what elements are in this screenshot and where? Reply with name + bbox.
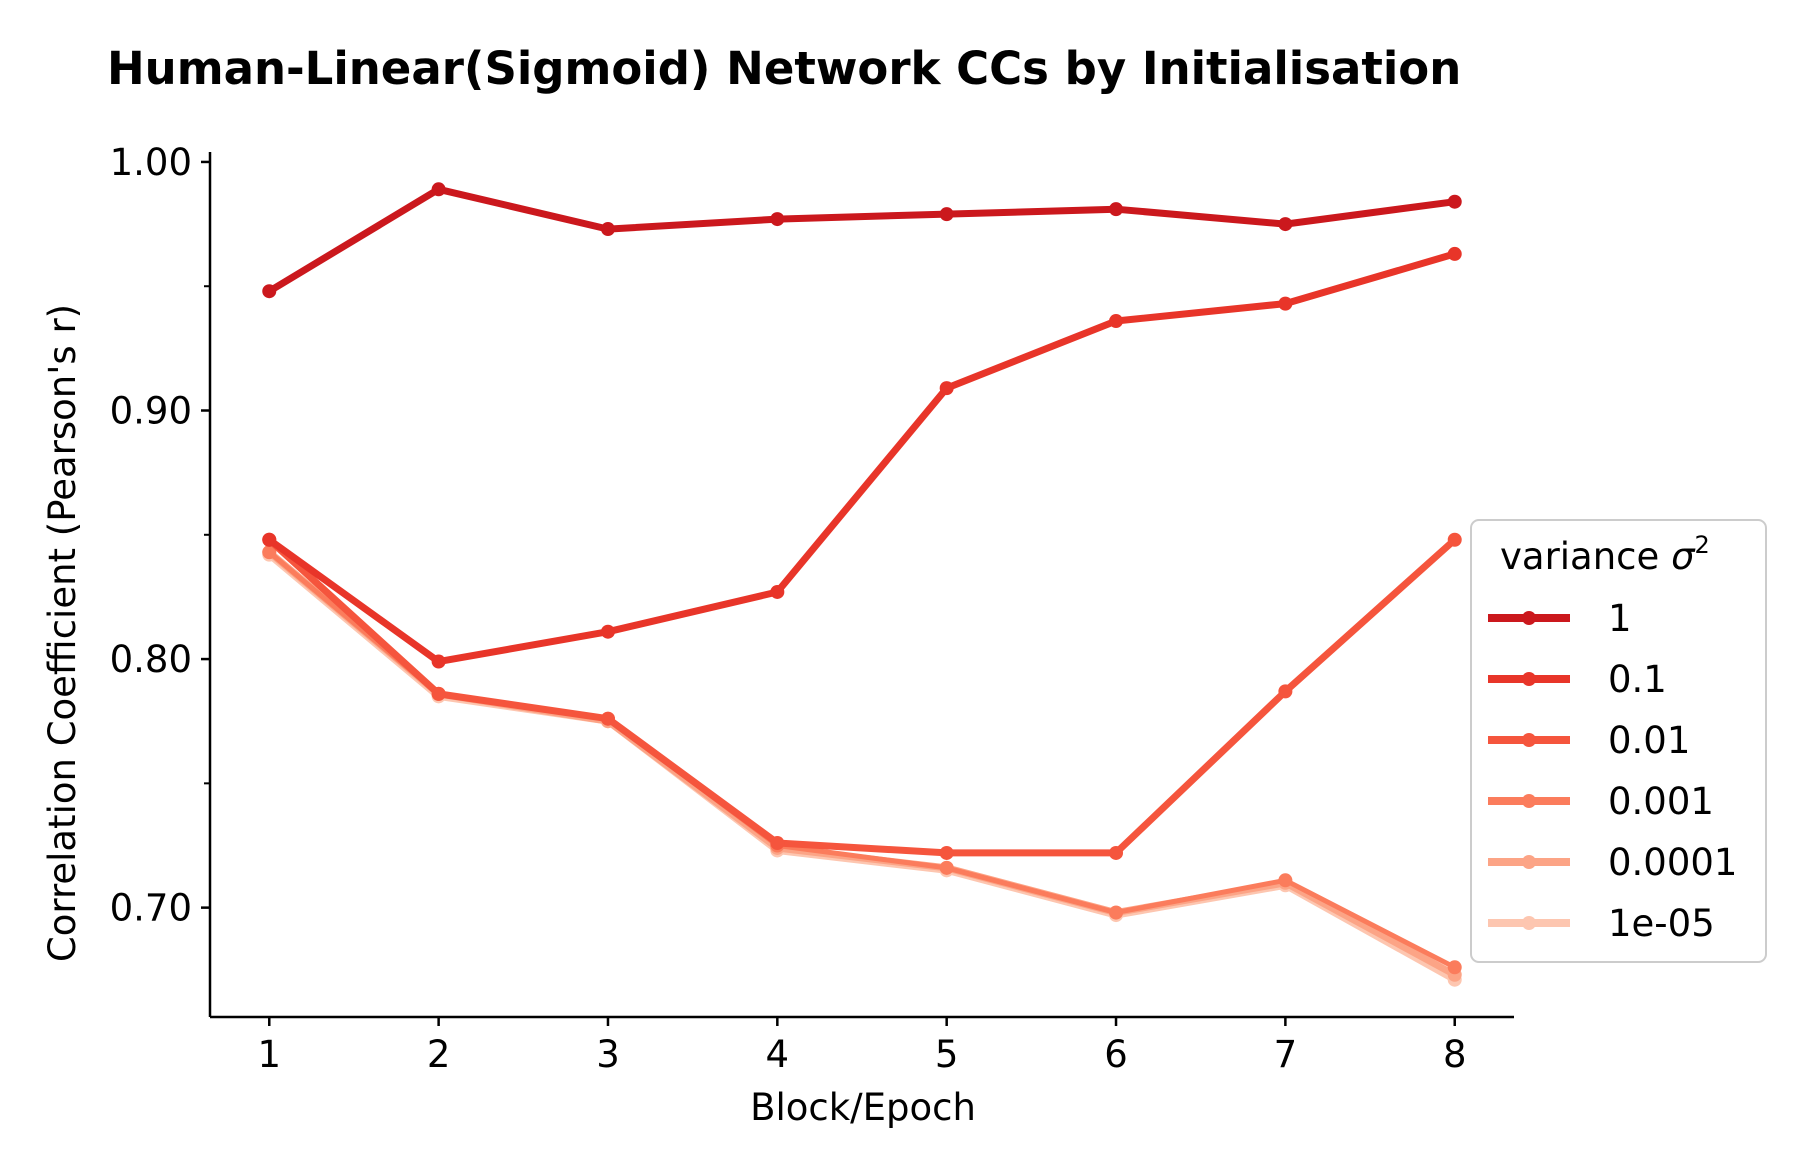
data-point [1278,217,1293,232]
x-tick-label: 1 [257,1033,281,1076]
data-point [1109,314,1124,329]
data-point [1278,684,1293,699]
y-axis: 1.00 0.90 0.80 0.70 [110,141,212,1017]
data-point [431,686,446,701]
legend-label: 1e-05 [1608,902,1715,945]
x-tick-label: 2 [427,1033,451,1076]
series-0.01 [262,532,1462,860]
data-point [1447,960,1462,975]
series-line [265,185,1459,295]
data-point [1109,845,1124,860]
legend-marker [1522,916,1536,930]
x-tick-label: 4 [766,1033,790,1076]
plot-area [262,182,1462,987]
series-line [265,250,1459,666]
legend-marker [1522,672,1536,686]
data-point [431,182,446,197]
series-line [265,551,1459,984]
data-point [1109,905,1124,920]
data-point [262,545,277,560]
series-1 [262,182,1462,299]
x-tick-label: 3 [596,1033,620,1076]
data-point [770,212,785,227]
x-tick-label: 5 [935,1033,959,1076]
legend-label: 1 [1608,597,1632,640]
legend-entry: 1 [1488,597,1632,640]
legend-frame [1470,519,1767,963]
chart-title: Human-Linear(Sigmoid) Network CCs by Ini… [107,42,1461,95]
legend-label: 0.01 [1608,719,1690,762]
y-tick-label: 0.70 [110,887,192,930]
x-tick-label: 6 [1104,1033,1128,1076]
legend-entries: 1 0.1 0.01 0.001 0.0001 1e-05 [1488,597,1737,945]
legend-marker [1522,733,1536,747]
y-tick-label: 1.00 [110,141,192,184]
data-point [1109,202,1124,217]
data-point [262,284,277,299]
x-axis-label: Block/Epoch [750,1086,976,1129]
legend-entry: 1e-05 [1488,902,1715,945]
data-point [1447,532,1462,547]
legend-label: 0.1 [1608,658,1667,701]
y-tick-label: 0.80 [110,638,192,681]
legend-title: variance σ2 [1500,531,1710,578]
data-point [1447,246,1462,261]
x-tick-label: 8 [1443,1033,1467,1076]
legend-label: 0.001 [1608,780,1714,823]
legend-entry: 0.0001 [1488,841,1737,884]
legend-marker [1522,794,1536,808]
data-point [1447,194,1462,209]
data-point [1278,873,1293,888]
legend-marker [1522,611,1536,625]
data-point [770,836,785,851]
data-point [939,860,954,875]
legend-label: 0.0001 [1608,841,1737,884]
series-1e-05 [262,547,1462,987]
series-0.001 [262,545,1462,975]
data-point [600,624,615,639]
y-tick-label: 0.90 [110,390,192,433]
series-0.0001 [262,545,1462,982]
series-line [266,549,1458,970]
legend: variance σ2 1 0.1 0.01 0.001 0.0001 1e-05 [1470,519,1767,963]
series-line [265,548,1459,979]
legend-marker [1522,855,1536,869]
legend-entry: 0.001 [1488,780,1714,823]
series-line [265,536,1459,857]
data-point [600,222,615,237]
series-0.1 [262,246,1462,669]
legend-entry: 0.01 [1488,719,1690,762]
data-point [939,207,954,222]
data-point [770,584,785,599]
data-point [431,654,446,669]
y-axis-label: Correlation Coefficient (Pearson's r) [41,304,84,962]
x-axis: 1 2 3 4 5 6 7 8 [210,1015,1514,1076]
data-point [939,845,954,860]
data-point [939,381,954,396]
legend-entry: 0.1 [1488,658,1667,701]
data-point [1278,296,1293,311]
x-tick-label: 7 [1274,1033,1298,1076]
data-point [262,532,277,547]
data-point [600,711,615,726]
